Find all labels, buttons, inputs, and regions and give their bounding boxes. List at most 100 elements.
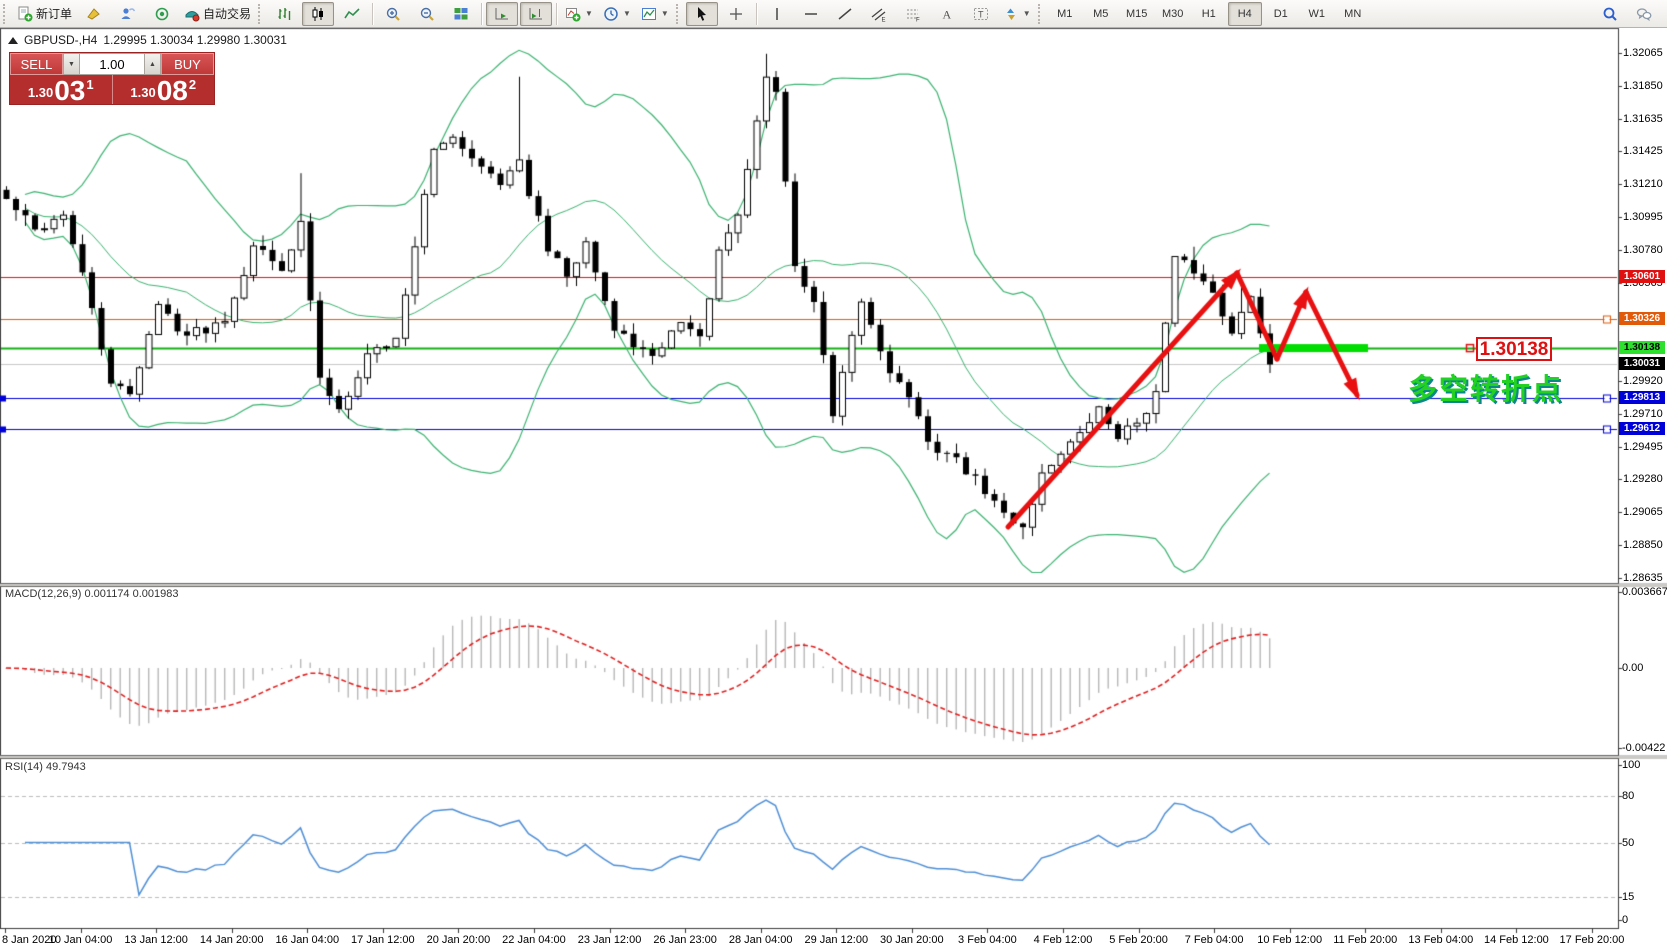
equidistant-channel-icon: E — [871, 6, 887, 22]
price-callout-label[interactable]: 1.30138 — [1476, 337, 1552, 361]
toolbar-grip[interactable] — [3, 3, 10, 24]
timeframe-D1[interactable]: D1 — [1264, 2, 1298, 26]
chat-button[interactable] — [1628, 2, 1660, 26]
time-tick-label: 10 Feb 12:00 — [1257, 934, 1323, 946]
search-button[interactable] — [1594, 2, 1626, 26]
profile-icon — [86, 6, 102, 22]
fibonacci-icon: F — [905, 6, 921, 22]
volume-value[interactable]: 1.00 — [80, 53, 144, 75]
sell-price[interactable]: 1.30 03 1 — [10, 75, 113, 105]
periods-button[interactable]: ▼ — [599, 2, 635, 26]
search-icon — [1602, 6, 1618, 22]
price-tick-label: 1.32065 — [1623, 47, 1663, 59]
chart-shift-icon — [528, 6, 544, 22]
dropdown-arrow-icon[interactable]: ▼ — [1022, 9, 1031, 18]
news-button[interactable] — [146, 2, 178, 26]
candlestick-chart-button[interactable] — [302, 1, 335, 26]
timeframe-W1[interactable]: W1 — [1300, 2, 1334, 26]
time-tick-label: 14 Feb 12:00 — [1483, 934, 1549, 946]
zoom-out-button[interactable] — [411, 2, 443, 26]
new-order-button[interactable]: 新订单 — [13, 2, 76, 26]
profile-button[interactable] — [78, 2, 110, 26]
price-level-badge: 1.30601 — [1619, 270, 1665, 284]
crosshair-button[interactable] — [720, 2, 752, 26]
line-chart-button[interactable] — [336, 2, 368, 26]
trendline-icon — [837, 6, 853, 22]
autotrading-button[interactable]: 自动交易 — [180, 2, 255, 26]
timeframe-M5[interactable]: M5 — [1084, 2, 1118, 26]
arrow-tools-button[interactable]: ▼ — [999, 2, 1035, 26]
timeframe-M30[interactable]: M30 — [1156, 2, 1190, 26]
tf-mn-label: MN — [1344, 7, 1362, 20]
timeframe-M1[interactable]: M1 — [1048, 2, 1082, 26]
one-click-trading-panel: SELL ▼ 1.00 ▲ BUY 1.30 03 1 1.30 08 2 — [9, 52, 215, 105]
toolbar-right-group — [1593, 2, 1661, 26]
equidistant-channel-button[interactable]: E — [863, 2, 895, 26]
chart-title: GBPUSD-,H4 1.29995 1.30034 1.29980 1.300… — [8, 33, 287, 47]
chat-icon — [1636, 6, 1652, 22]
news-icon — [154, 6, 170, 22]
price-level-badge: 1.30326 — [1619, 312, 1665, 326]
toolbar-grip[interactable] — [258, 3, 265, 24]
vertical-line-button[interactable] — [761, 2, 793, 26]
text-label-button[interactable]: T — [965, 2, 997, 26]
time-tick-label: 16 Jan 04:00 — [275, 934, 340, 946]
price-tick-label: 1.31635 — [1623, 112, 1663, 125]
svg-text:T: T — [978, 9, 984, 19]
time-tick-label: 5 Feb 20:00 — [1109, 934, 1168, 946]
cursor-button[interactable] — [685, 1, 718, 26]
buy-button[interactable]: BUY — [161, 53, 214, 75]
volume-decrease-button[interactable]: ▼ — [63, 53, 80, 75]
macd-axis-label: 0.003667 — [1622, 586, 1667, 598]
time-tick-label: 4 Feb 12:00 — [1033, 934, 1093, 946]
toolbar-separator — [481, 2, 483, 25]
bar-chart-button[interactable] — [268, 2, 300, 26]
auto-scroll-button[interactable] — [486, 1, 519, 26]
chart-ohlc-values: 1.29995 1.30034 1.29980 1.30031 — [103, 33, 287, 47]
toolbar-grip[interactable] — [1037, 3, 1045, 24]
autotrading-icon — [184, 6, 200, 22]
dropdown-arrow-icon[interactable]: ▼ — [622, 9, 631, 18]
price-tick-label: 1.28850 — [1623, 539, 1663, 552]
fibonacci-button[interactable]: F — [897, 2, 929, 26]
collapse-arrow-icon[interactable] — [8, 36, 18, 44]
zoom-in-button[interactable] — [377, 2, 409, 26]
trendline-button[interactable] — [829, 2, 861, 26]
cn-annotation-text[interactable]: 多空转折点 — [1408, 374, 1564, 406]
tile-windows-button[interactable] — [445, 2, 477, 26]
toolbar: 新订单 自动交易 ▼ ▼ ▼ E F A T ▼ M1 M5 M15 M30 H1 H4 D1 W1 MN — [0, 0, 1667, 28]
templates-button[interactable]: ▼ — [637, 2, 673, 26]
text-button[interactable]: A — [931, 2, 963, 26]
time-tick-label: 30 Jan 20:00 — [880, 934, 944, 946]
sell-button[interactable]: SELL — [10, 53, 63, 75]
time-tick-label: 22 Jan 04:00 — [502, 934, 566, 946]
time-tick-label: 10 Jan 04:00 — [48, 934, 113, 946]
timeframe-MN[interactable]: MN — [1336, 2, 1370, 26]
cursor-icon — [694, 6, 710, 22]
time-tick-label: 7 Feb 04:00 — [1184, 934, 1244, 946]
horizontal-line-button[interactable] — [795, 2, 827, 26]
rsi-axis-label: 15 — [1622, 890, 1635, 903]
market-watch-button[interactable] — [112, 2, 144, 26]
indicators-button[interactable]: ▼ — [561, 2, 597, 26]
chart-shift-button[interactable] — [520, 1, 553, 26]
dropdown-arrow-icon[interactable]: ▼ — [660, 9, 669, 18]
price-level-badge: 1.29813 — [1619, 390, 1665, 404]
toolbar-grip[interactable] — [675, 3, 683, 24]
buy-price[interactable]: 1.30 08 2 — [130, 75, 197, 106]
timeframe-H1[interactable]: H1 — [1192, 2, 1226, 26]
svg-text:E: E — [881, 17, 885, 22]
tf-m30-label: M30 — [1162, 7, 1184, 20]
timeframe-H4[interactable]: H4 — [1227, 1, 1262, 26]
price-tick-label: 1.29065 — [1623, 506, 1663, 519]
time-tick-label: 17 Feb 20:00 — [1559, 934, 1625, 946]
volume-increase-button[interactable]: ▲ — [144, 53, 161, 75]
toolbar-separator — [755, 2, 757, 25]
time-tick-label: 13 Feb 04:00 — [1408, 934, 1474, 946]
svg-text:F: F — [916, 17, 920, 22]
timeframe-M15[interactable]: M15 — [1120, 2, 1154, 26]
time-tick-label: 29 Jan 12:00 — [804, 934, 869, 946]
dropdown-arrow-icon[interactable]: ▼ — [585, 9, 593, 18]
